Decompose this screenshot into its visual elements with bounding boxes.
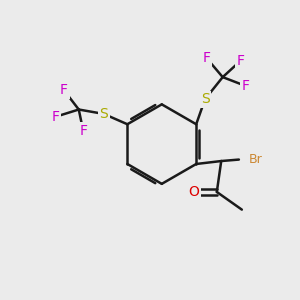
Text: F: F xyxy=(51,110,59,124)
Text: F: F xyxy=(236,54,244,68)
Text: Br: Br xyxy=(249,153,263,166)
Text: F: F xyxy=(60,83,68,98)
Text: F: F xyxy=(79,124,87,138)
Text: S: S xyxy=(201,92,209,106)
Text: F: F xyxy=(242,79,250,93)
Text: S: S xyxy=(99,107,108,121)
Text: F: F xyxy=(202,51,211,65)
Text: O: O xyxy=(189,185,200,199)
